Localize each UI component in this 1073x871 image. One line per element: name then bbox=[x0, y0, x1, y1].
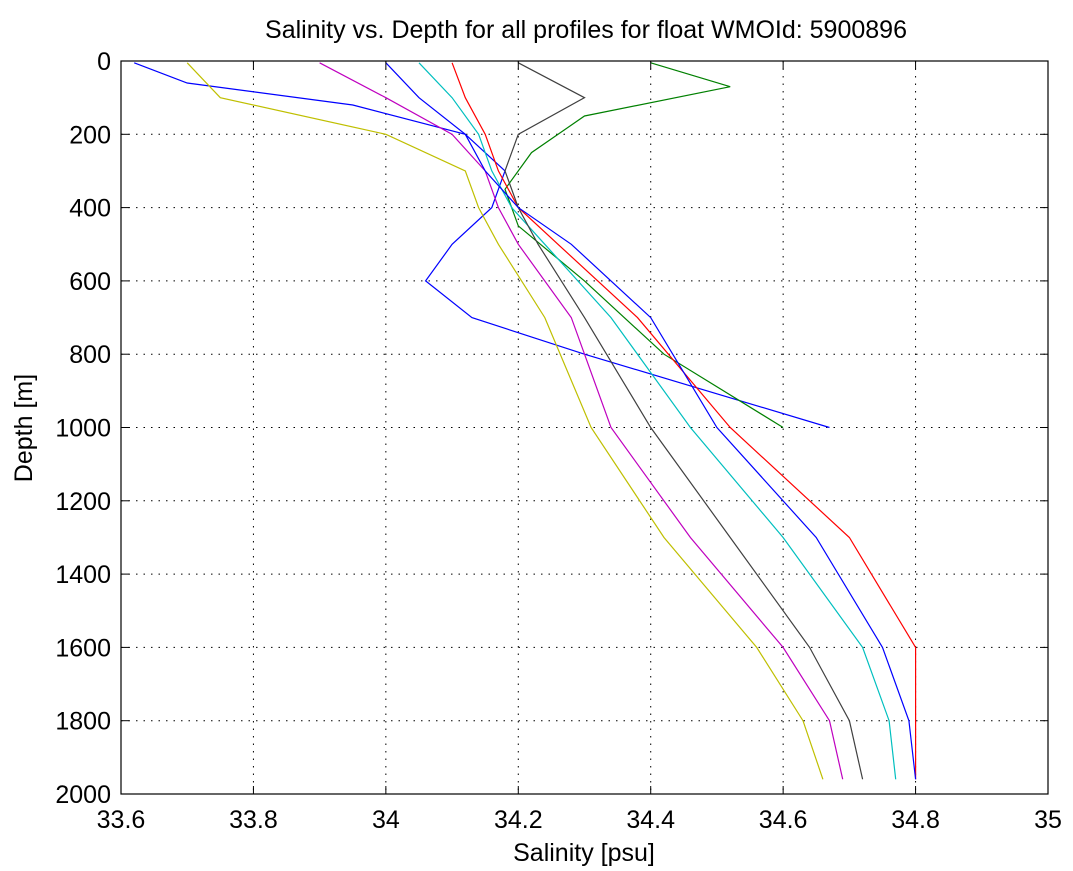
grid-lines bbox=[121, 61, 1048, 794]
profile-line-7 bbox=[504, 62, 864, 780]
x-tick-label: 34 bbox=[372, 806, 400, 834]
y-tick-label: 200 bbox=[69, 121, 111, 149]
profile-line-6 bbox=[186, 62, 824, 780]
y-tick-label: 1800 bbox=[55, 708, 111, 736]
x-tick-label: 33.6 bbox=[97, 806, 146, 834]
x-tick-label: 34.4 bbox=[626, 806, 675, 834]
profile-line-2 bbox=[504, 62, 784, 429]
x-tick-label: 33.8 bbox=[229, 806, 278, 834]
x-axis-ticks: 33.6 33.8 34 34.2 34.4 34.6 34.8 35 bbox=[97, 61, 1062, 834]
y-axis-ticks: 0 200 400 600 800 1000 1200 1400 1600 1800 2000 bbox=[55, 48, 1048, 809]
y-tick-label: 800 bbox=[69, 341, 111, 369]
profile-line-5 bbox=[319, 62, 844, 780]
x-axis-label: Salinity [psu] bbox=[513, 839, 655, 867]
chart-title: Salinity vs. Depth for all profiles for … bbox=[265, 16, 907, 44]
profile-line-3 bbox=[451, 62, 917, 780]
y-tick-label: 400 bbox=[69, 195, 111, 223]
y-tick-label: 600 bbox=[69, 268, 111, 296]
y-tick-label: 2000 bbox=[55, 781, 111, 809]
x-tick-label: 34.8 bbox=[891, 806, 940, 834]
profile-line-8 bbox=[385, 62, 917, 780]
y-tick-label: 1200 bbox=[55, 488, 111, 516]
y-tick-label: 1400 bbox=[55, 561, 111, 589]
x-tick-label: 34.6 bbox=[759, 806, 808, 834]
y-tick-label: 1000 bbox=[55, 415, 111, 443]
y-tick-label: 0 bbox=[97, 48, 111, 76]
series-group bbox=[133, 62, 917, 780]
profile-line-4 bbox=[418, 62, 897, 780]
profile-line-1 bbox=[133, 62, 830, 429]
y-axis-label: Depth [m] bbox=[10, 374, 38, 482]
x-tick-label: 35 bbox=[1034, 806, 1062, 834]
x-tick-label: 34.2 bbox=[494, 806, 543, 834]
y-tick-label: 1600 bbox=[55, 634, 111, 662]
